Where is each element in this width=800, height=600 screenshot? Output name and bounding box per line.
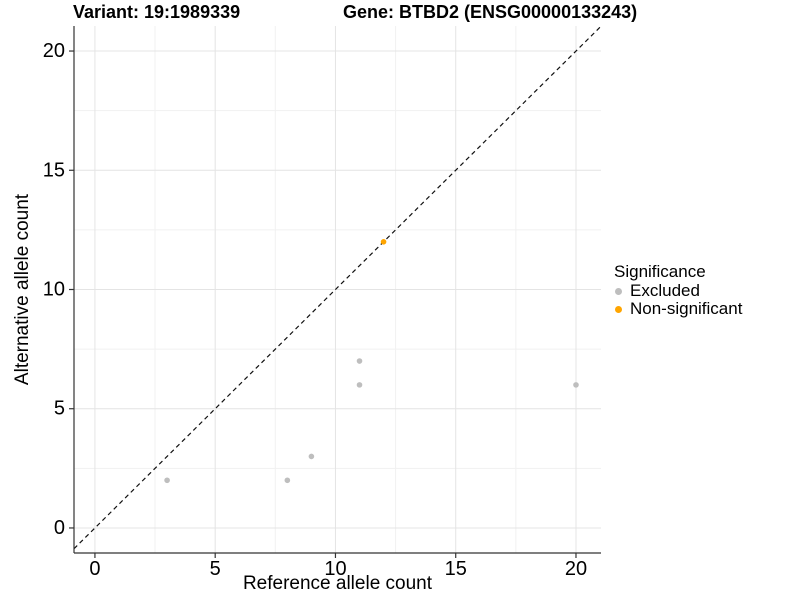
legend-title: Significance [614, 262, 706, 281]
data-points [164, 239, 579, 484]
data-point-excluded [164, 477, 170, 484]
y-axis-title: Alternative allele count [12, 193, 33, 385]
grid-major [74, 26, 601, 553]
y-tick-label: 15 [43, 159, 65, 181]
x-tick-label: 20 [565, 558, 587, 580]
legend-item-label: Non-significant [630, 299, 743, 318]
tick-marks [69, 50, 577, 558]
legend-item-non-significant: Non-significant [612, 300, 742, 318]
y-tick-label: 20 [43, 40, 65, 62]
x-tick-label: 0 [89, 558, 100, 580]
x-axis-title: Reference allele count [243, 573, 433, 594]
x-tick-label: 5 [210, 558, 221, 580]
y-tick-label: 0 [54, 517, 65, 539]
data-point-non-significant [380, 239, 387, 245]
data-point-excluded [284, 477, 291, 484]
tick-labels: 0 5 10 15 20 0 5 10 15 20 [43, 40, 587, 580]
grid-minor [74, 26, 601, 553]
legend: Significance Excluded Non-significant [612, 262, 742, 318]
variant-title: Variant: 19:1989339 [73, 2, 241, 22]
excluded-dot-icon [615, 287, 622, 295]
data-point-excluded [308, 453, 315, 460]
data-point-excluded [356, 382, 363, 388]
non-significant-dot-icon [615, 305, 622, 313]
gene-title: Gene: BTBD2 (ENSG00000133243) [343, 2, 638, 22]
data-point-excluded [356, 358, 363, 364]
data-point-excluded [573, 382, 579, 388]
x-tick-label: 15 [445, 558, 467, 580]
identity-line-group [73, 25, 602, 550]
axis-titles: Reference allele count Alternative allele… [12, 193, 433, 594]
legend-item-label: Excluded [630, 281, 700, 300]
y-tick-label: 5 [54, 398, 65, 420]
x-tick-label: 10 [324, 558, 346, 580]
legend-item-excluded: Excluded [612, 282, 742, 300]
y-tick-label: 10 [43, 279, 65, 301]
identity-line [73, 25, 602, 550]
